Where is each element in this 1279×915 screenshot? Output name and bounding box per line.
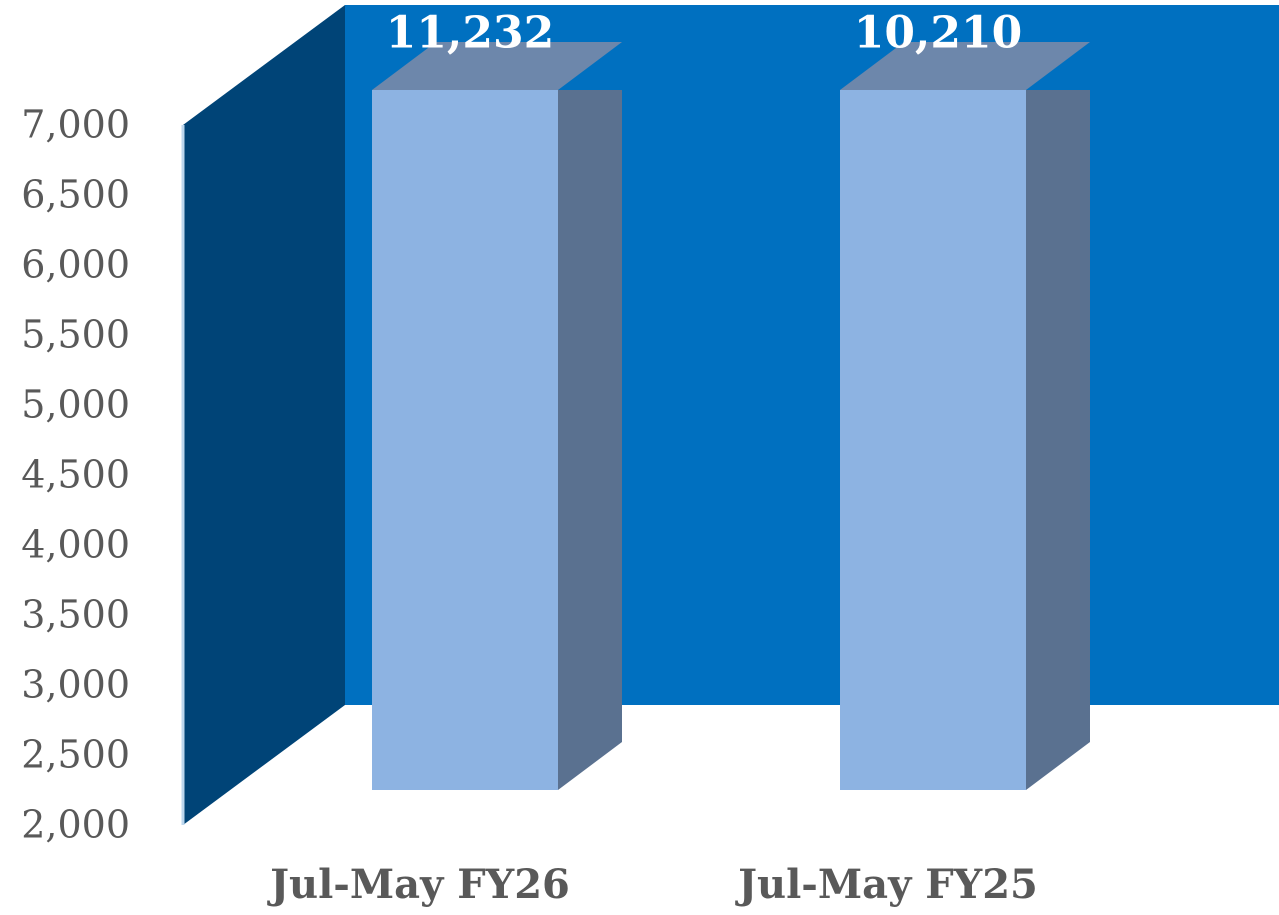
bar	[840, 90, 1026, 791]
bar	[372, 90, 558, 790]
plot-area	[372, 90, 1090, 791]
bar-side	[558, 90, 622, 790]
y-tick-label: 3,000	[21, 663, 130, 707]
y-tick-label: 3,500	[21, 593, 130, 637]
y-tick-label: 5,500	[21, 313, 130, 357]
y-tick-label: 2,500	[21, 733, 130, 777]
y-tick-label: 4,000	[21, 523, 130, 567]
value-label: 10,210	[854, 8, 1022, 59]
y-tick-label: 4,500	[21, 453, 130, 497]
x-tick-label: Jul-May FY25	[735, 861, 1038, 908]
side-wall	[183, 5, 345, 825]
y-tick-label: 6,000	[21, 243, 130, 287]
bar-top	[372, 42, 622, 90]
y-tick-label: 2,000	[21, 803, 130, 847]
y-tick-label: 7,000	[21, 103, 130, 147]
bar-top	[840, 42, 1090, 90]
bar-side	[1026, 90, 1090, 790]
y-tick-label: 6,500	[21, 173, 130, 217]
y-tick-label: 5,000	[21, 383, 130, 427]
value-label: 11,232	[386, 8, 554, 59]
x-tick-label: Jul-May FY26	[267, 861, 570, 908]
